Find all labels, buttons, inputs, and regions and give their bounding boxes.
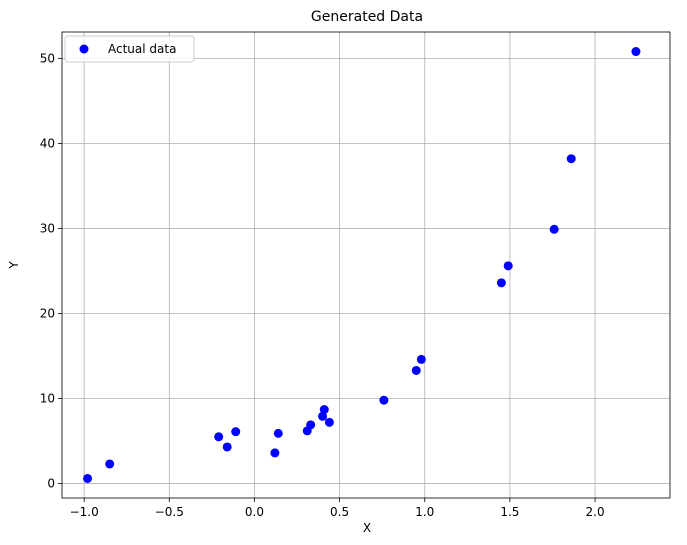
plot-area-frame: [61, 31, 671, 499]
data-point: [231, 427, 241, 437]
legend: Actual data: [64, 35, 195, 63]
x-axis-label: X: [363, 521, 371, 535]
data-point: [379, 395, 389, 405]
x-tick-label: 2.0: [586, 505, 605, 519]
y-axis-label: Y: [7, 261, 21, 270]
x-tick-label: 1.5: [500, 505, 519, 519]
data-point: [416, 354, 426, 364]
legend-marker: [79, 44, 89, 54]
data-point: [306, 420, 316, 430]
y-tick-label: 50: [40, 51, 55, 65]
y-tick-label: 10: [40, 392, 55, 406]
data-point: [105, 459, 115, 469]
y-tick-label: 40: [40, 136, 55, 150]
data-point: [324, 417, 334, 427]
data-point: [214, 432, 224, 442]
ticks: −1.0 −0.5 0.0 0.5 1.0 1.5 2.0 0 10 20 30 40 50: [40, 51, 605, 519]
data-point: [549, 224, 559, 234]
data-point: [631, 47, 641, 57]
chart-title: Generated Data: [311, 9, 423, 25]
x-tick-label: 1.0: [415, 505, 434, 519]
y-tick-label: 20: [40, 306, 55, 320]
data-point: [273, 428, 283, 438]
y-tick-label: 0: [47, 477, 55, 491]
data-point: [503, 261, 513, 271]
x-tick-label: 0.5: [330, 505, 349, 519]
y-tick-label: 30: [40, 221, 55, 235]
data-points: [83, 47, 641, 483]
x-tick-label: 0.0: [245, 505, 264, 519]
x-tick-label: −1.0: [70, 505, 99, 519]
legend-label: Actual data: [108, 42, 176, 56]
data-point: [222, 442, 232, 452]
data-point: [83, 473, 93, 483]
data-point: [270, 448, 280, 458]
data-point: [318, 411, 328, 421]
x-tick-label: −0.5: [155, 505, 184, 519]
legend-box: [64, 35, 195, 63]
data-point: [496, 278, 506, 288]
data-point: [566, 154, 576, 164]
data-point: [319, 405, 329, 415]
data-point: [411, 365, 421, 375]
